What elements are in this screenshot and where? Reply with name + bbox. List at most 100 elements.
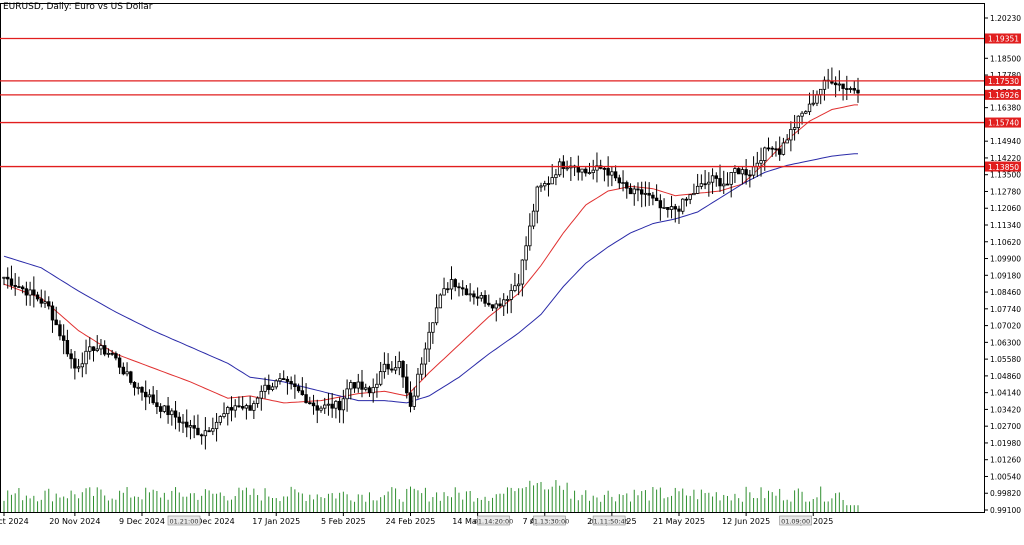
candle-bullish (479, 295, 484, 299)
candle-bullish (557, 161, 562, 176)
y-tick-label: 1.10620 (990, 238, 1021, 247)
candle-bearish (774, 148, 778, 151)
candle-bullish (807, 103, 812, 113)
candle-bearish (453, 279, 457, 288)
candle-bullish (751, 166, 756, 176)
candle-bearish (17, 286, 21, 288)
y-tick-label: 1.16380 (990, 104, 1021, 113)
candle-bearish (714, 175, 718, 179)
candle-bullish (431, 322, 435, 333)
y-tick-label: 0.99100 (990, 506, 1021, 515)
candle-bullish (434, 307, 439, 324)
candle-bullish (88, 346, 92, 352)
candle-bearish (498, 303, 502, 307)
candle-bearish (132, 382, 137, 388)
candle-bullish (699, 183, 704, 187)
candle-bullish (326, 403, 331, 406)
horizontal-level-label: 1.17530 (988, 77, 1019, 86)
y-tick-label: 1.04860 (990, 372, 1021, 381)
candle-bullish (468, 293, 472, 296)
x-tick-label: 21 May 2025 (653, 517, 705, 526)
candle-bullish (270, 386, 275, 390)
candle-bearish (121, 366, 126, 375)
candle-bearish (58, 324, 62, 337)
y-tick-label: 1.12060 (990, 204, 1021, 213)
volume-marker-box (477, 515, 510, 526)
candle-bearish (625, 182, 629, 189)
horizontal-level-label: 1.16926 (988, 91, 1019, 100)
candle-bearish (770, 147, 774, 150)
candle-bearish (315, 405, 319, 411)
plot-frame (0, 3, 985, 513)
candle-bearish (311, 402, 316, 407)
candle-bullish (364, 387, 368, 390)
candle-bullish (520, 259, 525, 285)
candle-bullish (781, 142, 786, 155)
candle-bearish (841, 83, 845, 89)
candle-bullish (543, 183, 547, 187)
candle-bearish (628, 187, 633, 195)
candle-bearish (777, 148, 782, 155)
x-tick-label: 5 Feb 2025 (321, 517, 366, 526)
candle-bullish (382, 363, 387, 373)
y-tick-label: 1.01980 (990, 439, 1021, 448)
candle-bullish (587, 172, 592, 174)
candle-bullish (427, 331, 431, 350)
candle-bullish (733, 168, 737, 173)
candle-bullish (416, 373, 420, 397)
candle-bearish (158, 406, 163, 412)
candle-bullish (524, 245, 528, 261)
candle-bearish (766, 147, 771, 150)
candle-bearish (267, 384, 271, 390)
candle-bullish (621, 182, 625, 184)
candle-bearish (9, 278, 14, 286)
y-tick-label: 1.03420 (990, 405, 1021, 414)
candle-bearish (102, 345, 107, 355)
candle-bullish (759, 160, 763, 164)
candle-bearish (177, 416, 181, 423)
y-tick-label: 1.04140 (990, 389, 1021, 398)
candle-bullish (255, 397, 260, 404)
candle-bearish (446, 288, 450, 291)
candle-bullish (502, 299, 506, 307)
candle-bearish (293, 383, 297, 388)
candle-bearish (6, 276, 10, 280)
candle-bearish (337, 400, 342, 411)
candle-bullish (688, 194, 692, 200)
x-tick-label: 28 Dec 2024 (184, 517, 235, 526)
y-tick-label: 1.11340 (990, 221, 1021, 230)
candle-bearish (460, 287, 465, 290)
candle-bullish (643, 192, 648, 195)
candle-bearish (196, 427, 200, 436)
candle-bearish (613, 171, 618, 179)
candle-bullish (692, 193, 696, 196)
candle-bullish (419, 363, 424, 375)
horizontal-level-tag (985, 75, 1021, 86)
candle-bullish (740, 169, 745, 175)
candle-bearish (703, 183, 707, 186)
candle-bearish (296, 386, 301, 392)
y-tick-label: 1.06300 (990, 338, 1021, 347)
candle-bullish (188, 425, 193, 428)
candle-bullish (349, 382, 353, 390)
candle-bullish (528, 225, 532, 247)
candle-bullish (822, 79, 827, 90)
candle-bearish (725, 183, 730, 186)
candle-bearish (73, 358, 77, 369)
candle-bearish (673, 206, 677, 210)
x-tick-label: 9 Dec 2024 (119, 517, 165, 526)
horizontal-level-tag (985, 33, 1021, 44)
candle-bullish (516, 283, 521, 287)
candle-bullish (785, 139, 789, 144)
candle-bearish (32, 289, 36, 296)
candle-bearish (289, 381, 293, 385)
candle-bullish (707, 181, 711, 185)
candle-bearish (13, 284, 17, 287)
candle-bullish (375, 383, 379, 388)
candle-bearish (386, 363, 390, 370)
moving-average-line-2 (3, 153, 858, 404)
candle-bullish (203, 430, 208, 437)
candle-bullish (423, 348, 428, 365)
